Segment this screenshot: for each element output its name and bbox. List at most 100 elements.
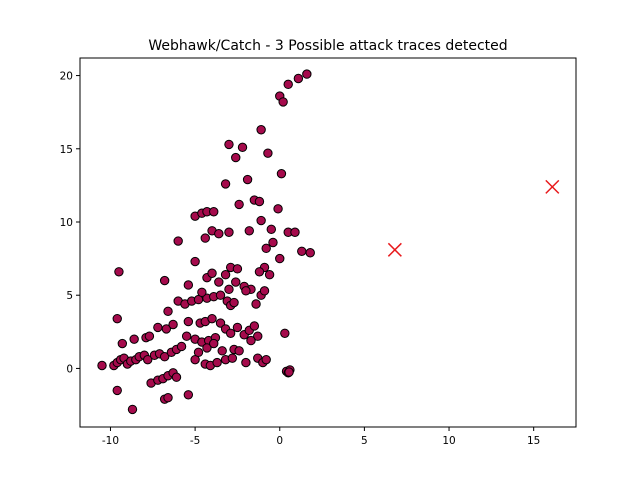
data-point bbox=[200, 233, 210, 243]
data-point bbox=[249, 321, 260, 331]
data-point bbox=[253, 331, 263, 341]
y-tick-label: 15 bbox=[60, 144, 73, 156]
data-point bbox=[302, 69, 312, 79]
data-point bbox=[173, 236, 183, 246]
data-point bbox=[97, 360, 107, 371]
data-point bbox=[234, 199, 244, 210]
y-tick-label: 0 bbox=[66, 363, 73, 375]
x-axis: -10 -5 0 5 10 15 bbox=[102, 427, 540, 447]
data-point bbox=[114, 267, 124, 277]
data-point bbox=[181, 331, 192, 341]
data-point bbox=[207, 268, 217, 278]
data-point bbox=[280, 328, 290, 338]
y-tick-label: 20 bbox=[60, 71, 73, 83]
data-point bbox=[225, 328, 236, 338]
data-point bbox=[129, 334, 139, 344]
data-point bbox=[163, 306, 173, 317]
data-point bbox=[220, 179, 231, 189]
data-point bbox=[209, 207, 219, 217]
data-point bbox=[237, 142, 248, 153]
data-point bbox=[261, 243, 271, 254]
data-point bbox=[290, 227, 300, 237]
data-points bbox=[97, 69, 560, 415]
data-point bbox=[276, 168, 287, 179]
data-point bbox=[183, 316, 194, 327]
data-point bbox=[224, 139, 234, 150]
data-point bbox=[202, 343, 212, 353]
x-tick-label: 10 bbox=[442, 435, 455, 447]
plot-area-frame bbox=[79, 57, 577, 428]
data-point bbox=[284, 367, 294, 377]
data-point bbox=[256, 125, 266, 135]
data-point bbox=[256, 215, 266, 226]
data-point bbox=[176, 341, 187, 352]
anomaly-point bbox=[387, 242, 402, 257]
data-point bbox=[278, 97, 288, 107]
data-point bbox=[241, 286, 251, 296]
x-tick-label: 15 bbox=[527, 435, 540, 447]
data-point bbox=[234, 346, 244, 356]
data-point bbox=[259, 286, 270, 296]
data-point bbox=[190, 256, 200, 267]
y-axis: 0 5 10 15 20 bbox=[60, 71, 80, 375]
data-point bbox=[159, 352, 170, 362]
data-point bbox=[232, 264, 243, 274]
data-point bbox=[266, 224, 276, 235]
data-point bbox=[305, 248, 315, 258]
data-point bbox=[244, 226, 254, 236]
data-point bbox=[224, 227, 234, 237]
data-point bbox=[214, 277, 224, 287]
anomaly-point bbox=[545, 179, 560, 194]
data-point bbox=[220, 270, 231, 280]
data-point bbox=[241, 357, 251, 368]
y-tick-label: 10 bbox=[60, 217, 73, 229]
data-point bbox=[215, 290, 226, 300]
data-point bbox=[261, 354, 271, 365]
data-point bbox=[242, 174, 253, 185]
data-point bbox=[254, 196, 265, 207]
x-tick-label: 0 bbox=[276, 435, 283, 447]
x-tick-label: -5 bbox=[190, 435, 200, 447]
data-point bbox=[183, 280, 194, 290]
data-point bbox=[214, 229, 224, 239]
data-point bbox=[161, 324, 172, 334]
data-point bbox=[153, 322, 163, 333]
data-point bbox=[127, 404, 138, 415]
data-point bbox=[268, 237, 278, 248]
data-point bbox=[273, 204, 283, 214]
data-point bbox=[275, 253, 285, 264]
data-point bbox=[297, 246, 307, 256]
data-point bbox=[212, 357, 222, 368]
data-point bbox=[246, 335, 256, 346]
data-point bbox=[217, 346, 227, 356]
data-point bbox=[163, 393, 173, 403]
data-point bbox=[283, 79, 293, 90]
data-point bbox=[168, 319, 178, 330]
data-point bbox=[117, 338, 128, 349]
data-point bbox=[197, 287, 207, 297]
data-point bbox=[232, 322, 243, 333]
data-point bbox=[231, 152, 241, 163]
data-point bbox=[224, 284, 234, 295]
chart-title: Webhawk/Catch - 3 Possible attack traces… bbox=[148, 38, 507, 54]
data-point bbox=[231, 277, 241, 287]
data-point bbox=[254, 267, 265, 277]
data-point bbox=[293, 73, 304, 84]
data-point bbox=[251, 299, 261, 309]
data-point bbox=[171, 372, 182, 382]
data-point bbox=[144, 331, 155, 341]
data-point bbox=[193, 347, 204, 358]
data-point bbox=[112, 385, 122, 396]
y-tick-label: 5 bbox=[66, 290, 73, 302]
data-point bbox=[143, 354, 153, 365]
data-point bbox=[215, 318, 226, 328]
data-point bbox=[183, 390, 194, 400]
data-point bbox=[229, 297, 239, 308]
data-point bbox=[209, 338, 219, 349]
x-tick-label: 5 bbox=[361, 435, 368, 447]
data-point bbox=[263, 148, 273, 158]
data-point bbox=[264, 270, 275, 280]
x-tick-label: -10 bbox=[102, 435, 119, 447]
data-point bbox=[159, 275, 170, 286]
